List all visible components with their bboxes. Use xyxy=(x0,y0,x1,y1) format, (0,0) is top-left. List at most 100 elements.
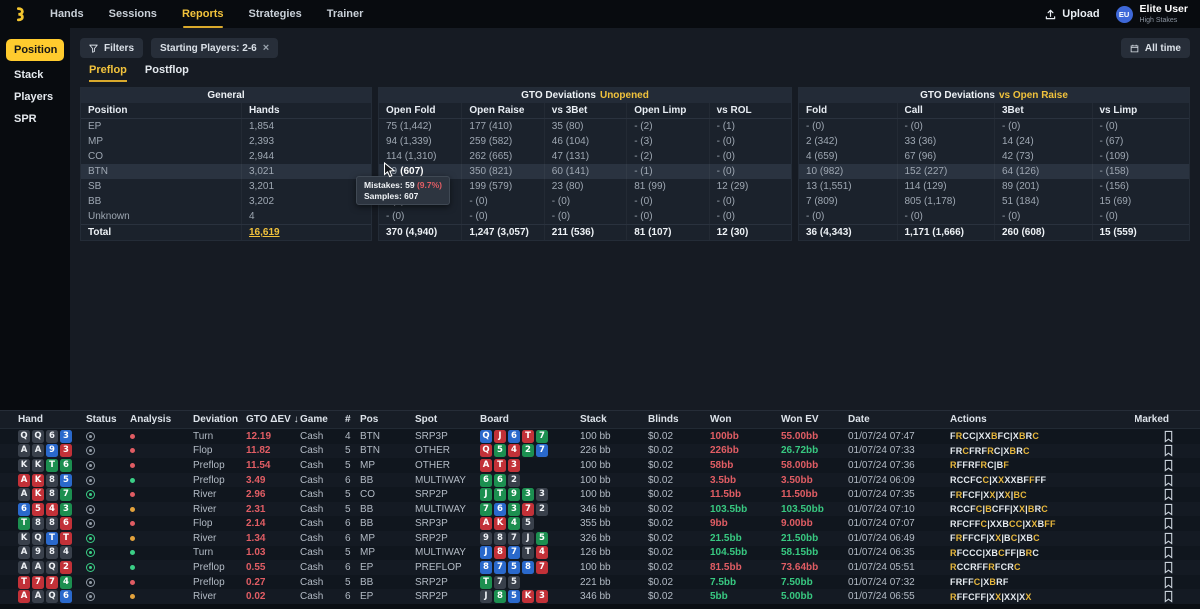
report-cell[interactable]: - (109) xyxy=(1091,149,1190,164)
nav-strategies[interactable]: Strategies xyxy=(248,8,302,20)
report-cell[interactable]: - (0) xyxy=(994,209,1092,224)
report-cell[interactable]: 75 (1,442) xyxy=(386,121,432,132)
hand-row[interactable]: T 8 8 6 Flop 2.14 Cash 6 BB SRP3P A K 4 5 355 bb $0.02 9… xyxy=(0,516,1200,532)
report-cell[interactable]: 199 (579) xyxy=(461,179,543,194)
report-cell[interactable]: - (0) xyxy=(708,164,791,179)
nav-trainer[interactable]: Trainer xyxy=(326,8,364,20)
hands-column-header-actions[interactable]: Actions xyxy=(950,414,987,425)
report-cell[interactable]: 4 (659) xyxy=(806,151,838,162)
hands-column-header-won-ev[interactable]: Won EV xyxy=(781,414,819,425)
report-cell[interactable]: 12 (29) xyxy=(708,179,791,194)
report-cell[interactable]: - (1) xyxy=(626,164,708,179)
report-cell[interactable]: 7 (809) xyxy=(806,196,838,207)
hand-row[interactable]: 6 5 4 3 River 2.31 Cash 5 BB MULTIWAY 7 6 3 7 2 346 bb $… xyxy=(0,501,1200,517)
bookmark-icon[interactable] xyxy=(1163,503,1174,516)
bookmark-icon[interactable] xyxy=(1163,517,1174,530)
report-cell[interactable]: 259 (582) xyxy=(461,134,543,149)
bookmark-icon[interactable] xyxy=(1163,444,1174,457)
report-cell[interactable]: 1,854 xyxy=(241,119,371,134)
report-cell[interactable]: 114 (1,310) xyxy=(386,151,437,162)
report-cell[interactable]: 42 (73) xyxy=(994,149,1092,164)
hands-column-header-won[interactable]: Won xyxy=(710,414,732,425)
report-cell[interactable]: - (0) xyxy=(708,209,791,224)
report-cell[interactable]: 4 xyxy=(241,209,371,224)
app-logo[interactable] xyxy=(12,6,28,22)
sidebar-item-players[interactable]: Players xyxy=(14,91,54,103)
hand-row[interactable]: A A 9 3 Flop 11.82 Cash 5 BTN OTHER Q 5 4 2 7 226 bb $0.… xyxy=(0,443,1200,459)
report-cell[interactable]: 2 (342) xyxy=(806,136,838,147)
hand-row[interactable]: T 7 7 4 Preflop 0.27 Cash 5 BB SRP2P T 7 5 221 bb $0.0… xyxy=(0,574,1200,590)
report-cell[interactable]: - (0) xyxy=(626,194,708,209)
report-cell[interactable]: 35 (80) xyxy=(543,119,626,134)
report-cell[interactable]: 64 (126) xyxy=(994,164,1092,179)
hands-column-header-analysis[interactable]: Analysis xyxy=(130,414,172,425)
report-cell[interactable]: - (0) xyxy=(543,209,626,224)
bookmark-icon[interactable] xyxy=(1163,488,1174,501)
report-cell[interactable]: - (0) xyxy=(994,119,1092,134)
report-cell[interactable]: 15 (69) xyxy=(1091,194,1190,209)
hands-column-header-status[interactable]: Status xyxy=(86,414,117,425)
report-cell[interactable]: 805 (1,178) xyxy=(896,194,995,209)
report-cell[interactable]: - (0) xyxy=(461,194,543,209)
report-cell[interactable]: 10 (982) xyxy=(806,166,844,177)
report-cell[interactable]: - (1) xyxy=(708,119,791,134)
upload-button[interactable]: Upload xyxy=(1045,8,1100,20)
filter-chip-starting-players[interactable]: Starting Players: 2-6 × xyxy=(151,38,279,58)
hands-column-header-game[interactable]: Game xyxy=(300,414,328,425)
report-cell[interactable]: - (0) xyxy=(1091,119,1190,134)
report-cell[interactable]: - (0) xyxy=(708,194,791,209)
nav-sessions[interactable]: Sessions xyxy=(108,8,157,20)
hands-column-header-date[interactable]: Date xyxy=(848,414,870,425)
report-cell[interactable]: 13 (1,551) xyxy=(806,181,852,192)
bookmark-icon[interactable] xyxy=(1163,474,1174,487)
report-cell[interactable]: 2,944 xyxy=(241,149,371,164)
hands-column-header-stack[interactable]: Stack xyxy=(580,414,607,425)
report-cell[interactable]: 89 (201) xyxy=(994,179,1092,194)
total-hands-link[interactable]: 16,619 xyxy=(249,227,280,238)
report-cell[interactable]: - (0) xyxy=(386,211,405,222)
report-cell[interactable]: - (0) xyxy=(896,209,995,224)
report-cell[interactable]: 94 (1,339) xyxy=(386,136,432,147)
report-cell[interactable]: 3,201 xyxy=(241,179,371,194)
report-cell[interactable]: - (158) xyxy=(1091,164,1190,179)
bookmark-icon[interactable] xyxy=(1163,576,1174,589)
chip-close-icon[interactable]: × xyxy=(262,42,270,54)
bookmark-icon[interactable] xyxy=(1163,459,1174,472)
sidebar-item-position[interactable]: Position xyxy=(6,39,64,61)
report-cell[interactable]: 23 (80) xyxy=(543,179,626,194)
report-cell[interactable]: - (156) xyxy=(1091,179,1190,194)
report-cell[interactable]: - (0) xyxy=(461,209,543,224)
hand-row[interactable]: Q Q 6 3 Turn 12.19 Cash 4 BTN SRP3P Q J 6 T 7 100 bb $0.… xyxy=(0,429,1200,444)
report-cell[interactable]: 60 (141) xyxy=(543,164,626,179)
sidebar-item-spr[interactable]: SPR xyxy=(14,113,37,125)
hands-column-header-gto-ev[interactable]: GTO ΔEV ↓ xyxy=(246,414,299,425)
report-cell[interactable]: - (0) xyxy=(708,134,791,149)
hand-row[interactable]: A K 8 7 River 2.96 Cash 5 CO SRP2P J T 9 3 3 100 bb $0.0… xyxy=(0,487,1200,502)
bookmark-icon[interactable] xyxy=(1163,561,1174,574)
report-cell[interactable]: 350 (821) xyxy=(461,164,543,179)
hands-column-header-marked[interactable]: Marked xyxy=(1135,413,1200,426)
hands-column-header-pos[interactable]: Pos xyxy=(360,414,379,425)
report-cell[interactable]: 114 (129) xyxy=(896,179,995,194)
hand-row[interactable]: A A Q 2 Preflop 0.55 Cash 6 EP PREFLOP 8 7 5 8 7 100 bb… xyxy=(0,560,1200,575)
report-cell[interactable]: - (0) xyxy=(806,211,825,222)
bookmark-icon[interactable] xyxy=(1163,532,1174,545)
date-range-button[interactable]: All time xyxy=(1120,38,1190,58)
report-cell[interactable]: 262 (665) xyxy=(461,149,543,164)
sidebar-item-stack[interactable]: Stack xyxy=(14,69,44,81)
report-cell[interactable]: - (0) xyxy=(543,194,626,209)
hand-row[interactable]: A 9 8 4 Turn 1.03 Cash 5 MP MULTIWAY J 8 7 T 4 126 bb $0… xyxy=(0,545,1200,561)
bookmark-icon[interactable] xyxy=(1163,590,1174,603)
hand-row[interactable]: A A Q 6 River 0.02 Cash 6 EP SRP2P J 8 5 K 3 346 bb $0.0… xyxy=(0,589,1200,604)
hands-column-header-hand[interactable]: Hand xyxy=(18,414,43,425)
tab-postflop[interactable]: Postflop xyxy=(144,64,189,76)
report-cell[interactable]: - (0) xyxy=(1091,209,1190,224)
tab-preflop[interactable]: Preflop xyxy=(89,64,127,82)
report-cell[interactable]: 47 (131) xyxy=(543,149,626,164)
hands-column-header-blinds[interactable]: Blinds xyxy=(648,414,679,425)
report-cell[interactable]: 59 (607) xyxy=(386,166,424,177)
hand-row[interactable]: A K 8 5 Preflop 3.49 Cash 6 BB MULTIWAY 6 6 2 100 bb $… xyxy=(0,472,1200,488)
report-cell[interactable]: 152 (227) xyxy=(896,164,995,179)
report-cell[interactable]: - (2) xyxy=(626,119,708,134)
nav-reports[interactable]: Reports xyxy=(181,8,224,28)
